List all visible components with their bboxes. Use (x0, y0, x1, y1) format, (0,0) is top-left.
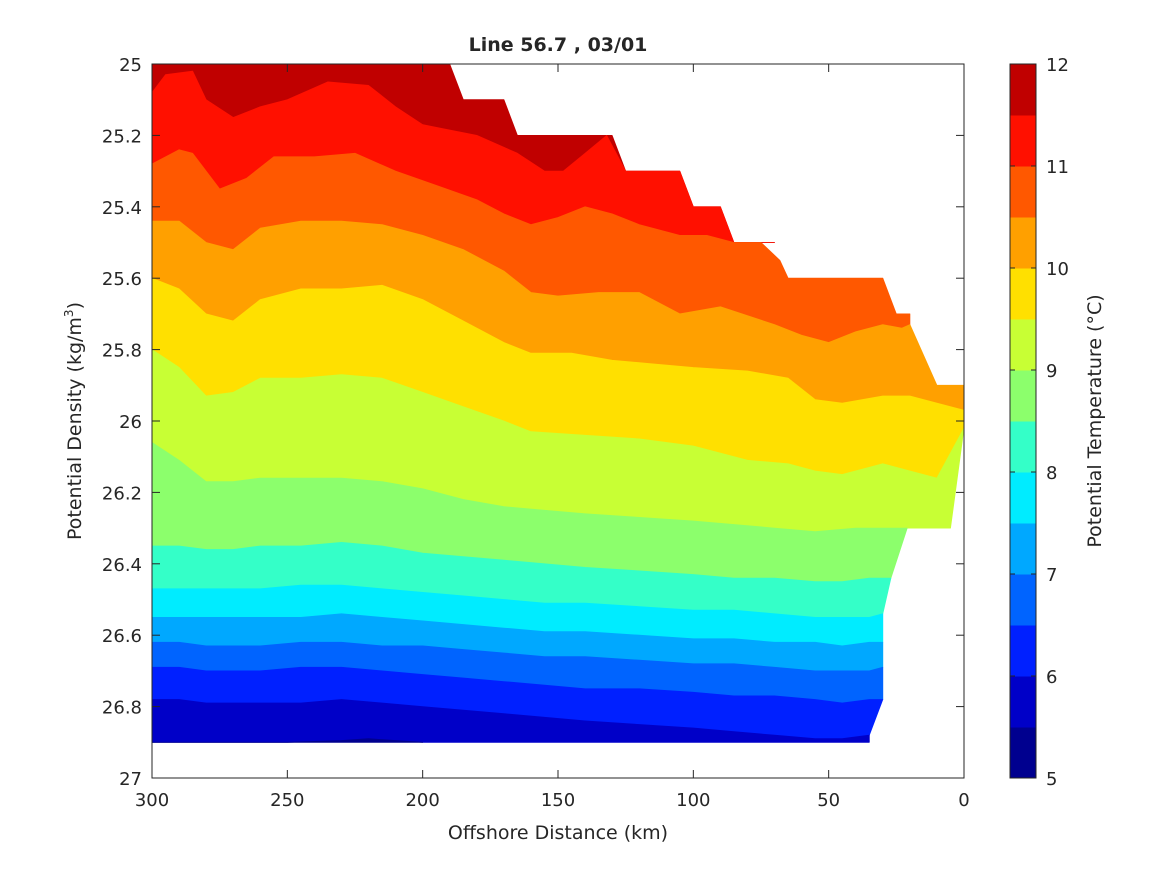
colorbar-swatch (1010, 574, 1036, 626)
x-axis-label: Offshore Distance (km) (448, 822, 668, 844)
colorbar-tick-label: 12 (1046, 55, 1069, 76)
y-tick-label: 26 (119, 412, 142, 433)
plot-area (151, 63, 965, 779)
colorbar-swatch (1010, 64, 1036, 116)
chart-title: Line 56.7 , 03/01 (469, 34, 648, 56)
colorbar-swatch (1010, 676, 1036, 728)
x-tick-label: 300 (135, 790, 169, 811)
contour-band-5 (151, 738, 424, 743)
x-axis: 300 250 200 150 100 50 0 Offshore Distance (km… (135, 790, 970, 844)
x-tick-label: 0 (958, 790, 969, 811)
colorbar-ticks: 5 6 7 8 9 10 11 12 (1010, 55, 1069, 790)
colorbar-swatch (1010, 166, 1036, 218)
y-tick-label: 26.2 (102, 483, 142, 504)
colorbar-tick-label: 8 (1046, 463, 1057, 484)
colorbar-swatch (1010, 115, 1036, 167)
colorbar-swatch (1010, 268, 1036, 320)
y-tick-label: 26.6 (102, 626, 142, 647)
colorbar-swatch (1010, 727, 1036, 779)
y-tick-label: 26.4 (102, 555, 142, 576)
colorbar-swatch (1010, 370, 1036, 422)
y-tick-label: 25.4 (102, 198, 142, 219)
colorbar-swatches (1010, 64, 1036, 779)
colorbar-tick-label: 11 (1046, 157, 1069, 178)
y-tick-label: 25.2 (102, 126, 142, 147)
y-tick-label: 25.8 (102, 341, 142, 362)
colorbar-tick-label: 9 (1046, 361, 1057, 382)
y-tick-label: 25 (119, 55, 142, 76)
y-tick-label: 25.6 (102, 269, 142, 290)
colorbar-tick-label: 5 (1046, 769, 1057, 790)
colorbar-swatch (1010, 472, 1036, 524)
y-tick-label: 27 (119, 769, 142, 790)
colorbar-tick-label: 6 (1046, 667, 1057, 688)
y-axis-label: Potential Density (kg/m3) (62, 302, 86, 540)
colorbar: 5 6 7 8 9 10 11 12 Potential Temperature (°C) (1009, 55, 1106, 790)
colorbar-swatch (1010, 319, 1036, 371)
x-tick-label: 50 (817, 790, 840, 811)
colorbar-swatch (1010, 523, 1036, 575)
y-axis-label-superscript: 3 (62, 309, 76, 317)
colorbar-tick-label: 7 (1046, 565, 1057, 586)
colorbar-swatch (1010, 625, 1036, 677)
colorbar-frame (1009, 63, 1037, 779)
colorbar-label: Potential Temperature (°C) (1084, 294, 1106, 547)
x-tick-label: 250 (270, 790, 304, 811)
y-axis: 25 25.2 25.4 25.6 25.8 26 26.2 26.4 26.6 26.8 27 P… (62, 55, 142, 790)
y-axis-label-close: ) (64, 302, 86, 309)
x-tick-labels: 300 250 200 150 100 50 0 (135, 790, 970, 811)
colorbar-tick-label: 10 (1046, 259, 1069, 280)
x-tick-label: 150 (541, 790, 575, 811)
x-tick-label: 200 (405, 790, 439, 811)
colorbar-swatch (1010, 421, 1036, 473)
y-axis-label-main: Potential Density (kg/m (64, 317, 86, 540)
x-tick-label: 100 (676, 790, 710, 811)
colorbar-swatch (1010, 217, 1036, 269)
y-tick-label: 26.8 (102, 698, 142, 719)
y-tick-labels: 25 25.2 25.4 25.6 25.8 26 26.2 26.4 26.6 26.8 27 (102, 55, 142, 790)
contour-bands (151, 63, 965, 743)
axis-ticks (151, 63, 965, 779)
